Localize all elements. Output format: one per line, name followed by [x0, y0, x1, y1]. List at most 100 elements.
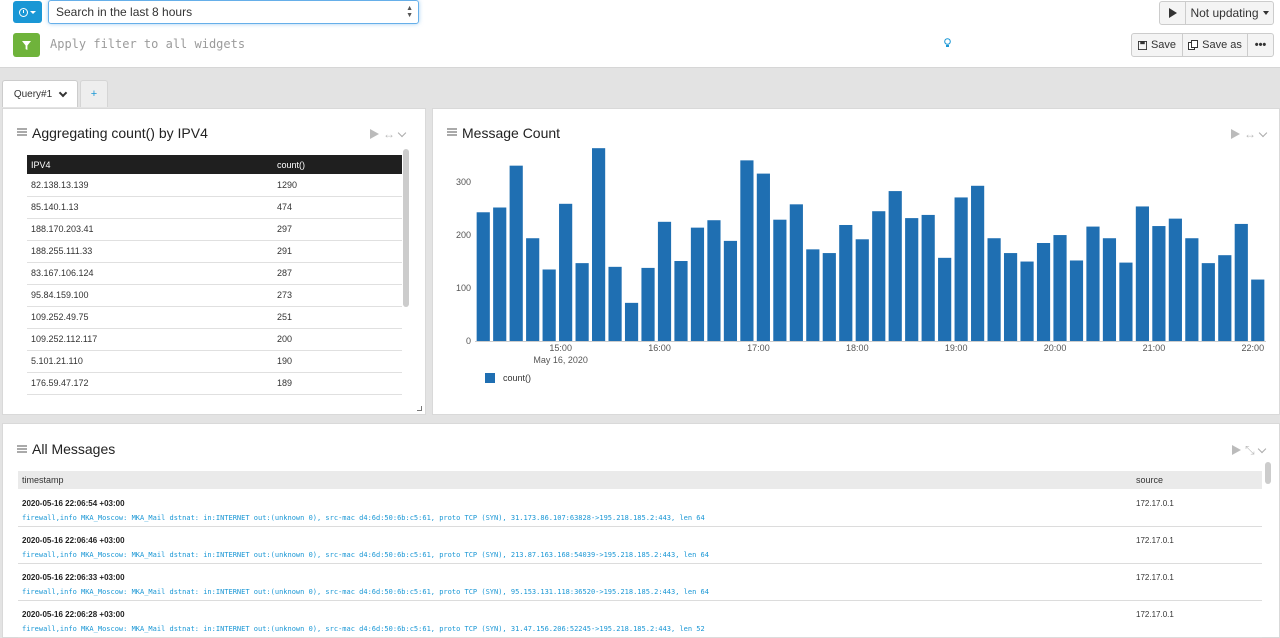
filter-button[interactable]: [13, 33, 40, 57]
table-row[interactable]: 109.252.112.117 200: [27, 328, 402, 351]
chart-bar[interactable]: [509, 165, 523, 341]
column-header-timestamp[interactable]: timestamp: [22, 475, 64, 485]
chart-bar[interactable]: [1201, 263, 1215, 341]
chart-bar[interactable]: [921, 214, 935, 341]
chart-bar[interactable]: [855, 239, 869, 341]
chart-bar[interactable]: [624, 302, 639, 341]
chart-bar[interactable]: [1218, 255, 1232, 341]
chart-bar[interactable]: [1102, 238, 1117, 341]
tab-query-1[interactable]: Query#1: [2, 80, 78, 107]
chart-bar[interactable]: [789, 204, 803, 341]
chart-bar[interactable]: [690, 227, 705, 341]
chart-bar[interactable]: [575, 263, 589, 341]
message-row[interactable]: 2020-05-16 22:06:46 +03:00 firewall,info …: [18, 527, 1262, 564]
chart-bar[interactable]: [1020, 261, 1034, 341]
time-range-value: Search in the last 8 hours: [56, 5, 193, 19]
table-row[interactable]: 83.167.106.124 287: [27, 262, 402, 285]
y-tick-label: 0: [466, 336, 471, 346]
save-button[interactable]: Save: [1131, 33, 1183, 57]
play-icon[interactable]: [1232, 445, 1241, 455]
chart-bar[interactable]: [707, 220, 721, 341]
chart-bar[interactable]: [1036, 243, 1051, 341]
legend-label[interactable]: count(): [503, 373, 532, 383]
message-row[interactable]: 2020-05-16 22:06:54 +03:00 firewall,info …: [18, 490, 1262, 527]
add-query-tab[interactable]: +: [80, 80, 108, 107]
chart-bar[interactable]: [608, 266, 622, 341]
chart-bar[interactable]: [559, 203, 573, 341]
message-row[interactable]: 2020-05-16 22:06:33 +03:00 firewall,info …: [18, 564, 1262, 601]
chart-bar[interactable]: [592, 148, 606, 341]
cell-ipv4: 109.252.49.75: [27, 306, 273, 329]
chart-bar[interactable]: [756, 173, 770, 341]
chart-bar[interactable]: [1185, 238, 1199, 341]
drag-handle-icon[interactable]: [447, 128, 457, 136]
chart-bar[interactable]: [773, 219, 787, 341]
table-scrollbar[interactable]: [403, 149, 409, 307]
message-row[interactable]: 2020-05-16 22:06:28 +03:00 firewall,info …: [18, 601, 1262, 638]
time-range-type-button[interactable]: [13, 1, 42, 23]
chart-bar[interactable]: [723, 240, 738, 341]
table-row[interactable]: 85.140.1.13 474: [27, 196, 402, 219]
chart-bar[interactable]: [822, 253, 836, 341]
filter-input[interactable]: Apply filter to all widgets: [50, 37, 246, 51]
chevron-down-icon[interactable]: [397, 128, 407, 137]
more-actions-button[interactable]: •••: [1247, 33, 1274, 57]
expand-horizontal-icon[interactable]: ↔: [1244, 127, 1256, 141]
save-as-button[interactable]: Save as: [1182, 33, 1248, 57]
drag-handle-icon[interactable]: [17, 128, 27, 136]
column-header-count[interactable]: count(): [273, 155, 402, 174]
table-row[interactable]: 176.59.47.172 189: [27, 372, 402, 395]
resize-handle[interactable]: [417, 406, 422, 411]
cell-ipv4: 109.252.112.117: [27, 328, 273, 351]
chart-bar[interactable]: [476, 212, 490, 341]
lightbulb-icon[interactable]: [944, 38, 951, 51]
chart-bar[interactable]: [987, 238, 1001, 341]
chart-bar[interactable]: [1086, 226, 1100, 341]
chart-bar[interactable]: [526, 238, 540, 341]
play-icon[interactable]: [370, 129, 379, 139]
refresh-interval-dropdown[interactable]: Not updating: [1185, 1, 1274, 25]
chart-bar[interactable]: [1069, 260, 1084, 341]
table-row[interactable]: 82.138.13.139 1290: [27, 174, 402, 197]
chart-bar[interactable]: [839, 224, 853, 341]
column-header-source[interactable]: source: [1136, 475, 1164, 485]
drag-handle-icon[interactable]: [17, 445, 27, 453]
chart-bar[interactable]: [1251, 279, 1265, 341]
shrink-icon[interactable]: ⤡: [1245, 443, 1255, 457]
chart-bar[interactable]: [1234, 223, 1248, 341]
table-row[interactable]: 5.101.21.110 190: [27, 350, 402, 373]
chart-bar[interactable]: [971, 185, 985, 341]
play-icon[interactable]: [1231, 129, 1240, 139]
table-row[interactable]: 109.252.49.75 251: [27, 306, 402, 329]
chart-bar[interactable]: [1119, 262, 1133, 341]
table-row[interactable]: 188.170.203.41 297: [27, 218, 402, 241]
chart-bar[interactable]: [938, 257, 952, 341]
messages-scrollbar[interactable]: [1265, 462, 1271, 484]
cell-count: 1290: [273, 174, 402, 197]
chevron-down-icon[interactable]: [1257, 444, 1266, 453]
chart-bar[interactable]: [542, 269, 556, 341]
chart-bar[interactable]: [1152, 226, 1166, 341]
chart-bar[interactable]: [1053, 235, 1067, 341]
chart-bar[interactable]: [905, 218, 919, 341]
chart-bar[interactable]: [888, 191, 902, 341]
widget-actions: ↔: [1231, 127, 1268, 141]
message-source: 172.17.0.1: [1136, 499, 1174, 508]
chart-bar[interactable]: [641, 267, 655, 341]
table-row[interactable]: 188.255.111.33 291: [27, 240, 402, 263]
chart-bar[interactable]: [657, 221, 672, 341]
chart-bar[interactable]: [1168, 218, 1182, 341]
column-header-ipv4[interactable]: IPV4: [27, 155, 273, 174]
expand-horizontal-icon[interactable]: ↔: [383, 127, 395, 141]
chart-bar[interactable]: [954, 197, 968, 341]
chart-bar[interactable]: [493, 207, 507, 341]
chart-bar[interactable]: [872, 211, 886, 341]
chart-bar[interactable]: [806, 249, 820, 341]
time-range-select[interactable]: Search in the last 8 hours ▲ ▼: [48, 0, 419, 24]
chart-bar[interactable]: [740, 160, 754, 341]
chart-bar[interactable]: [1003, 253, 1018, 341]
table-row[interactable]: 95.84.159.100 273: [27, 284, 402, 307]
chart-bar[interactable]: [674, 261, 688, 341]
chart-bar[interactable]: [1135, 206, 1149, 341]
refresh-play-button[interactable]: [1159, 1, 1186, 25]
